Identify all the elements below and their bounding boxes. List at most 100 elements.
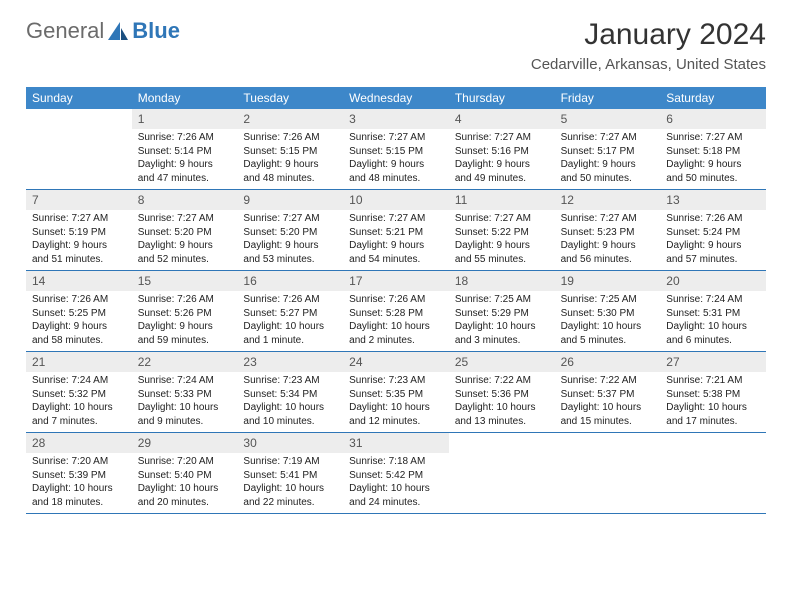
sunset-text: Sunset: 5:31 PM [666,307,760,321]
day-info: Sunrise: 7:24 AMSunset: 5:31 PMDaylight:… [660,291,766,351]
daylight-text: Daylight: 9 hours and 57 minutes. [666,239,760,266]
sunrise-text: Sunrise: 7:24 AM [138,374,232,388]
day-info: Sunrise: 7:24 AMSunset: 5:32 PMDaylight:… [26,372,132,432]
sunset-text: Sunset: 5:34 PM [243,388,337,402]
day-number: 25 [449,352,555,372]
day-info: Sunrise: 7:23 AMSunset: 5:34 PMDaylight:… [237,372,343,432]
day-info: Sunrise: 7:23 AMSunset: 5:35 PMDaylight:… [343,372,449,432]
day-info: Sunrise: 7:20 AMSunset: 5:39 PMDaylight:… [26,453,132,513]
day-info: Sunrise: 7:18 AMSunset: 5:42 PMDaylight:… [343,453,449,513]
sunrise-text: Sunrise: 7:20 AM [138,455,232,469]
daylight-text: Daylight: 9 hours and 47 minutes. [138,158,232,185]
day-number: 21 [26,352,132,372]
calendar-cell: 2Sunrise: 7:26 AMSunset: 5:15 PMDaylight… [237,109,343,189]
daylight-text: Daylight: 10 hours and 2 minutes. [349,320,443,347]
sunrise-text: Sunrise: 7:27 AM [349,131,443,145]
calendar-cell [449,433,555,513]
daylight-text: Daylight: 10 hours and 1 minute. [243,320,337,347]
calendar-cell: 24Sunrise: 7:23 AMSunset: 5:35 PMDayligh… [343,352,449,432]
daylight-text: Daylight: 9 hours and 55 minutes. [455,239,549,266]
sunset-text: Sunset: 5:24 PM [666,226,760,240]
day-info: Sunrise: 7:19 AMSunset: 5:41 PMDaylight:… [237,453,343,513]
day-info: Sunrise: 7:27 AMSunset: 5:20 PMDaylight:… [237,210,343,270]
sunrise-text: Sunrise: 7:20 AM [32,455,126,469]
day-number: 24 [343,352,449,372]
calendar-cell: 15Sunrise: 7:26 AMSunset: 5:26 PMDayligh… [132,271,238,351]
header: General Blue January 2024 Cedarville, Ar… [26,18,766,73]
logo: General Blue [26,18,180,44]
daylight-text: Daylight: 10 hours and 9 minutes. [138,401,232,428]
sunset-text: Sunset: 5:27 PM [243,307,337,321]
sunset-text: Sunset: 5:20 PM [243,226,337,240]
logo-word1: General [26,18,104,44]
day-info: Sunrise: 7:27 AMSunset: 5:22 PMDaylight:… [449,210,555,270]
daylight-text: Daylight: 9 hours and 50 minutes. [561,158,655,185]
sunset-text: Sunset: 5:19 PM [32,226,126,240]
sunrise-text: Sunrise: 7:27 AM [561,131,655,145]
sunrise-text: Sunrise: 7:27 AM [138,212,232,226]
day-number: 30 [237,433,343,453]
sunrise-text: Sunrise: 7:21 AM [666,374,760,388]
calendar-cell: 22 Sunrise: 7:24 AMSunset: 5:33 PMDayligh… [132,352,238,432]
calendar-cell: 25Sunrise: 7:22 AMSunset: 5:36 PMDayligh… [449,352,555,432]
sunrise-text: Sunrise: 7:26 AM [666,212,760,226]
sunset-text: Sunset: 5:29 PM [455,307,549,321]
day-of-week-label: Monday [132,87,238,109]
sunset-text: Sunset: 5:23 PM [561,226,655,240]
daylight-text: Daylight: 9 hours and 49 minutes. [455,158,549,185]
day-info: Sunrise: 7:21 AMSunset: 5:38 PMDaylight:… [660,372,766,432]
calendar-cell: 26Sunrise: 7:22 AMSunset: 5:37 PMDayligh… [555,352,661,432]
calendar-cell: 16Sunrise: 7:26 AMSunset: 5:27 PMDayligh… [237,271,343,351]
sunrise-text: Sunrise: 7:27 AM [666,131,760,145]
sunset-text: Sunset: 5:37 PM [561,388,655,402]
day-number: 29 [132,433,238,453]
calendar-cell: 11Sunrise: 7:27 AMSunset: 5:22 PMDayligh… [449,190,555,270]
day-number: 11 [449,190,555,210]
day-info: Sunrise: 7:27 AMSunset: 5:23 PMDaylight:… [555,210,661,270]
daylight-text: Daylight: 9 hours and 53 minutes. [243,239,337,266]
title-block: January 2024 Cedarville, Arkansas, Unite… [531,18,766,73]
day-info: Sunrise: 7:26 AMSunset: 5:25 PMDaylight:… [26,291,132,351]
calendar-cell: 30Sunrise: 7:19 AMSunset: 5:41 PMDayligh… [237,433,343,513]
sunset-text: Sunset: 5:33 PM [138,388,232,402]
day-info: Sunrise: 7:26 AMSunset: 5:27 PMDaylight:… [237,291,343,351]
sunset-text: Sunset: 5:36 PM [455,388,549,402]
sunrise-text: Sunrise: 7:23 AM [349,374,443,388]
sunrise-text: Sunrise: 7:27 AM [243,212,337,226]
daylight-text: Daylight: 10 hours and 22 minutes. [243,482,337,509]
sunset-text: Sunset: 5:26 PM [138,307,232,321]
calendar-cell: 29Sunrise: 7:20 AMSunset: 5:40 PMDayligh… [132,433,238,513]
day-of-week-label: Sunday [26,87,132,109]
sunrise-text: Sunrise: 7:26 AM [243,131,337,145]
daylight-text: Daylight: 9 hours and 51 minutes. [32,239,126,266]
sunset-text: Sunset: 5:20 PM [138,226,232,240]
daylight-text: Daylight: 10 hours and 13 minutes. [455,401,549,428]
daylight-text: Daylight: 10 hours and 20 minutes. [138,482,232,509]
calendar-cell: 8Sunrise: 7:27 AMSunset: 5:20 PMDaylight… [132,190,238,270]
calendar-cell: 5Sunrise: 7:27 AMSunset: 5:17 PMDaylight… [555,109,661,189]
sunrise-text: Sunrise: 7:27 AM [349,212,443,226]
calendar-week: 14Sunrise: 7:26 AMSunset: 5:25 PMDayligh… [26,271,766,352]
sunrise-text: Sunrise: 7:25 AM [455,293,549,307]
day-number: 22 [132,352,238,372]
day-number: 5 [555,109,661,129]
day-info: Sunrise: 7:22 AMSunset: 5:37 PMDaylight:… [555,372,661,432]
day-info: Sunrise: 7:27 AMSunset: 5:21 PMDaylight:… [343,210,449,270]
day-number: 26 [555,352,661,372]
day-number: 16 [237,271,343,291]
day-info: Sunrise: 7:27 AMSunset: 5:17 PMDaylight:… [555,129,661,189]
day-number: 10 [343,190,449,210]
calendar-cell: 9Sunrise: 7:27 AMSunset: 5:20 PMDaylight… [237,190,343,270]
sunrise-text: Sunrise: 7:26 AM [243,293,337,307]
sunrise-text: Sunrise: 7:24 AM [32,374,126,388]
daylight-text: Daylight: 9 hours and 48 minutes. [243,158,337,185]
daylight-text: Daylight: 9 hours and 48 minutes. [349,158,443,185]
calendar-week: 28Sunrise: 7:20 AMSunset: 5:39 PMDayligh… [26,433,766,514]
sunset-text: Sunset: 5:28 PM [349,307,443,321]
day-of-week-label: Wednesday [343,87,449,109]
sunset-text: Sunset: 5:21 PM [349,226,443,240]
daylight-text: Daylight: 10 hours and 7 minutes. [32,401,126,428]
day-info: Sunrise: 7:26 AMSunset: 5:24 PMDaylight:… [660,210,766,270]
sunset-text: Sunset: 5:15 PM [243,145,337,159]
calendar-cell [26,109,132,189]
